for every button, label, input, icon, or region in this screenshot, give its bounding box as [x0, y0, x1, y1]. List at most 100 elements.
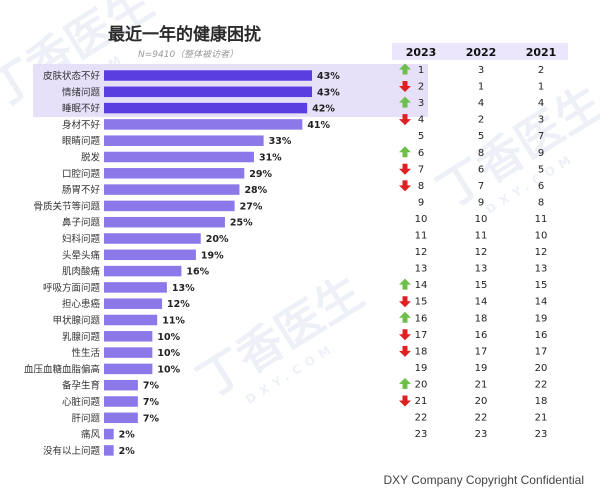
- rank-cell: 6: [538, 181, 544, 192]
- bar: [104, 265, 182, 277]
- value-label: 33%: [269, 136, 292, 147]
- rank-cell: 2: [418, 82, 424, 93]
- rank-cell: 5: [478, 131, 484, 142]
- rank-cell: 23: [415, 429, 428, 440]
- trend-up-arrow-icon: [399, 146, 411, 158]
- rank-cell: 20: [415, 379, 428, 390]
- bar: [104, 151, 254, 163]
- rank-cell: 12: [475, 247, 488, 258]
- trend-up-arrow-icon: [399, 96, 411, 108]
- rank-cell: 9: [478, 197, 484, 208]
- trend-down-arrow-icon: [399, 81, 411, 93]
- rank-cell: 7: [538, 131, 544, 142]
- value-label: 41%: [307, 120, 330, 131]
- bar: [104, 102, 308, 114]
- rank-cell: 20: [535, 363, 548, 374]
- rank-cell: 1: [478, 82, 484, 93]
- value-label: 25%: [230, 218, 253, 229]
- category-label: 皮肤状态不好: [43, 70, 101, 82]
- value-label: 13%: [172, 283, 195, 294]
- rank-cell: 20: [475, 396, 488, 407]
- footer-copyright: DXY Company Copyright Confidential: [383, 473, 584, 487]
- value-label: 43%: [317, 87, 340, 98]
- bar: [104, 347, 153, 358]
- rank-cell: 10: [475, 214, 488, 225]
- rank-column-header: 2022: [466, 46, 497, 59]
- rank-cell: 12: [535, 247, 548, 258]
- rank-cell: 17: [415, 330, 428, 341]
- rank-cell: 10: [535, 231, 548, 242]
- rank-column-header: 2023: [406, 46, 437, 59]
- rank-cell: 4: [478, 98, 484, 109]
- rank-cell: 14: [535, 297, 548, 308]
- rank-cell: 16: [535, 330, 548, 341]
- rank-cell: 4: [418, 115, 424, 126]
- bar: [104, 282, 167, 293]
- rank-cell: 19: [535, 313, 548, 324]
- value-label: 16%: [186, 267, 209, 278]
- category-label: 妇科问题: [62, 233, 101, 245]
- rank-cell: 1: [418, 65, 424, 76]
- bar: [104, 168, 245, 179]
- trend-up-arrow-icon: [399, 63, 411, 75]
- bar: [104, 249, 196, 261]
- rank-header-background: [392, 43, 568, 60]
- category-label: 心脏问题: [62, 396, 101, 408]
- rank-cell: 11: [415, 231, 428, 242]
- bar: [104, 135, 264, 146]
- trend-down-arrow-icon: [399, 329, 411, 341]
- trend-down-arrow-icon: [399, 296, 411, 308]
- bar: [104, 200, 235, 212]
- rank-cell: 3: [538, 115, 544, 126]
- rank-cell: 14: [415, 280, 428, 291]
- rank-cell: 9: [418, 197, 424, 208]
- bar: [104, 428, 114, 440]
- value-label: 7%: [143, 413, 160, 424]
- category-label: 肝问题: [71, 412, 100, 424]
- rank-cell: 13: [535, 264, 548, 275]
- category-label: 鼻子问题: [62, 217, 101, 229]
- bar: [104, 412, 138, 424]
- category-label: 肠胃不好: [62, 184, 101, 196]
- rank-cell: 18: [535, 396, 548, 407]
- rank-cell: 18: [415, 346, 428, 357]
- bar: [104, 298, 163, 309]
- trend-up-arrow-icon: [399, 377, 411, 389]
- trend-down-arrow-icon: [399, 163, 411, 175]
- category-label: 备孕生育: [62, 380, 100, 392]
- rank-cell: 19: [415, 363, 428, 374]
- rank-cell: 13: [475, 264, 488, 275]
- rank-cell: 17: [535, 346, 548, 357]
- category-label: 情绪问题: [62, 86, 101, 98]
- value-label: 10%: [157, 348, 180, 359]
- category-label: 痛风: [81, 429, 101, 441]
- value-label: 2%: [119, 446, 136, 457]
- rank-cell: 1: [538, 82, 544, 93]
- bar: [104, 216, 225, 228]
- trend-down-arrow-icon: [399, 345, 411, 357]
- trend-down-arrow-icon: [399, 395, 411, 407]
- rank-cell: 15: [475, 280, 488, 291]
- rank-cell: 5: [418, 131, 424, 142]
- category-label: 性生活: [71, 347, 100, 359]
- rank-cell: 9: [538, 148, 544, 159]
- category-label: 甲状腺问题: [52, 315, 100, 327]
- category-label: 没有以上问题: [43, 445, 101, 457]
- category-label: 骨质关节等问题: [33, 200, 100, 212]
- value-label: 2%: [119, 430, 136, 441]
- rank-cell: 7: [418, 164, 424, 175]
- category-label: 眼睛问题: [62, 135, 101, 147]
- rank-cell: 4: [538, 98, 544, 109]
- value-label: 43%: [317, 71, 340, 82]
- category-label: 呼吸方面问题: [43, 282, 101, 294]
- value-label: 42%: [312, 104, 335, 115]
- bar: [104, 445, 114, 456]
- rank-cell: 19: [475, 363, 488, 374]
- rank-cell: 23: [475, 429, 488, 440]
- rank-cell: 11: [535, 214, 548, 225]
- category-label: 脱发: [81, 152, 101, 164]
- rank-cell: 16: [415, 313, 428, 324]
- value-label: 29%: [249, 169, 272, 180]
- rank-cell: 5: [538, 164, 544, 175]
